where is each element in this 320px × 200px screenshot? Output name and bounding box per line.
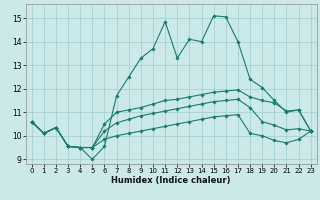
- X-axis label: Humidex (Indice chaleur): Humidex (Indice chaleur): [111, 176, 231, 185]
